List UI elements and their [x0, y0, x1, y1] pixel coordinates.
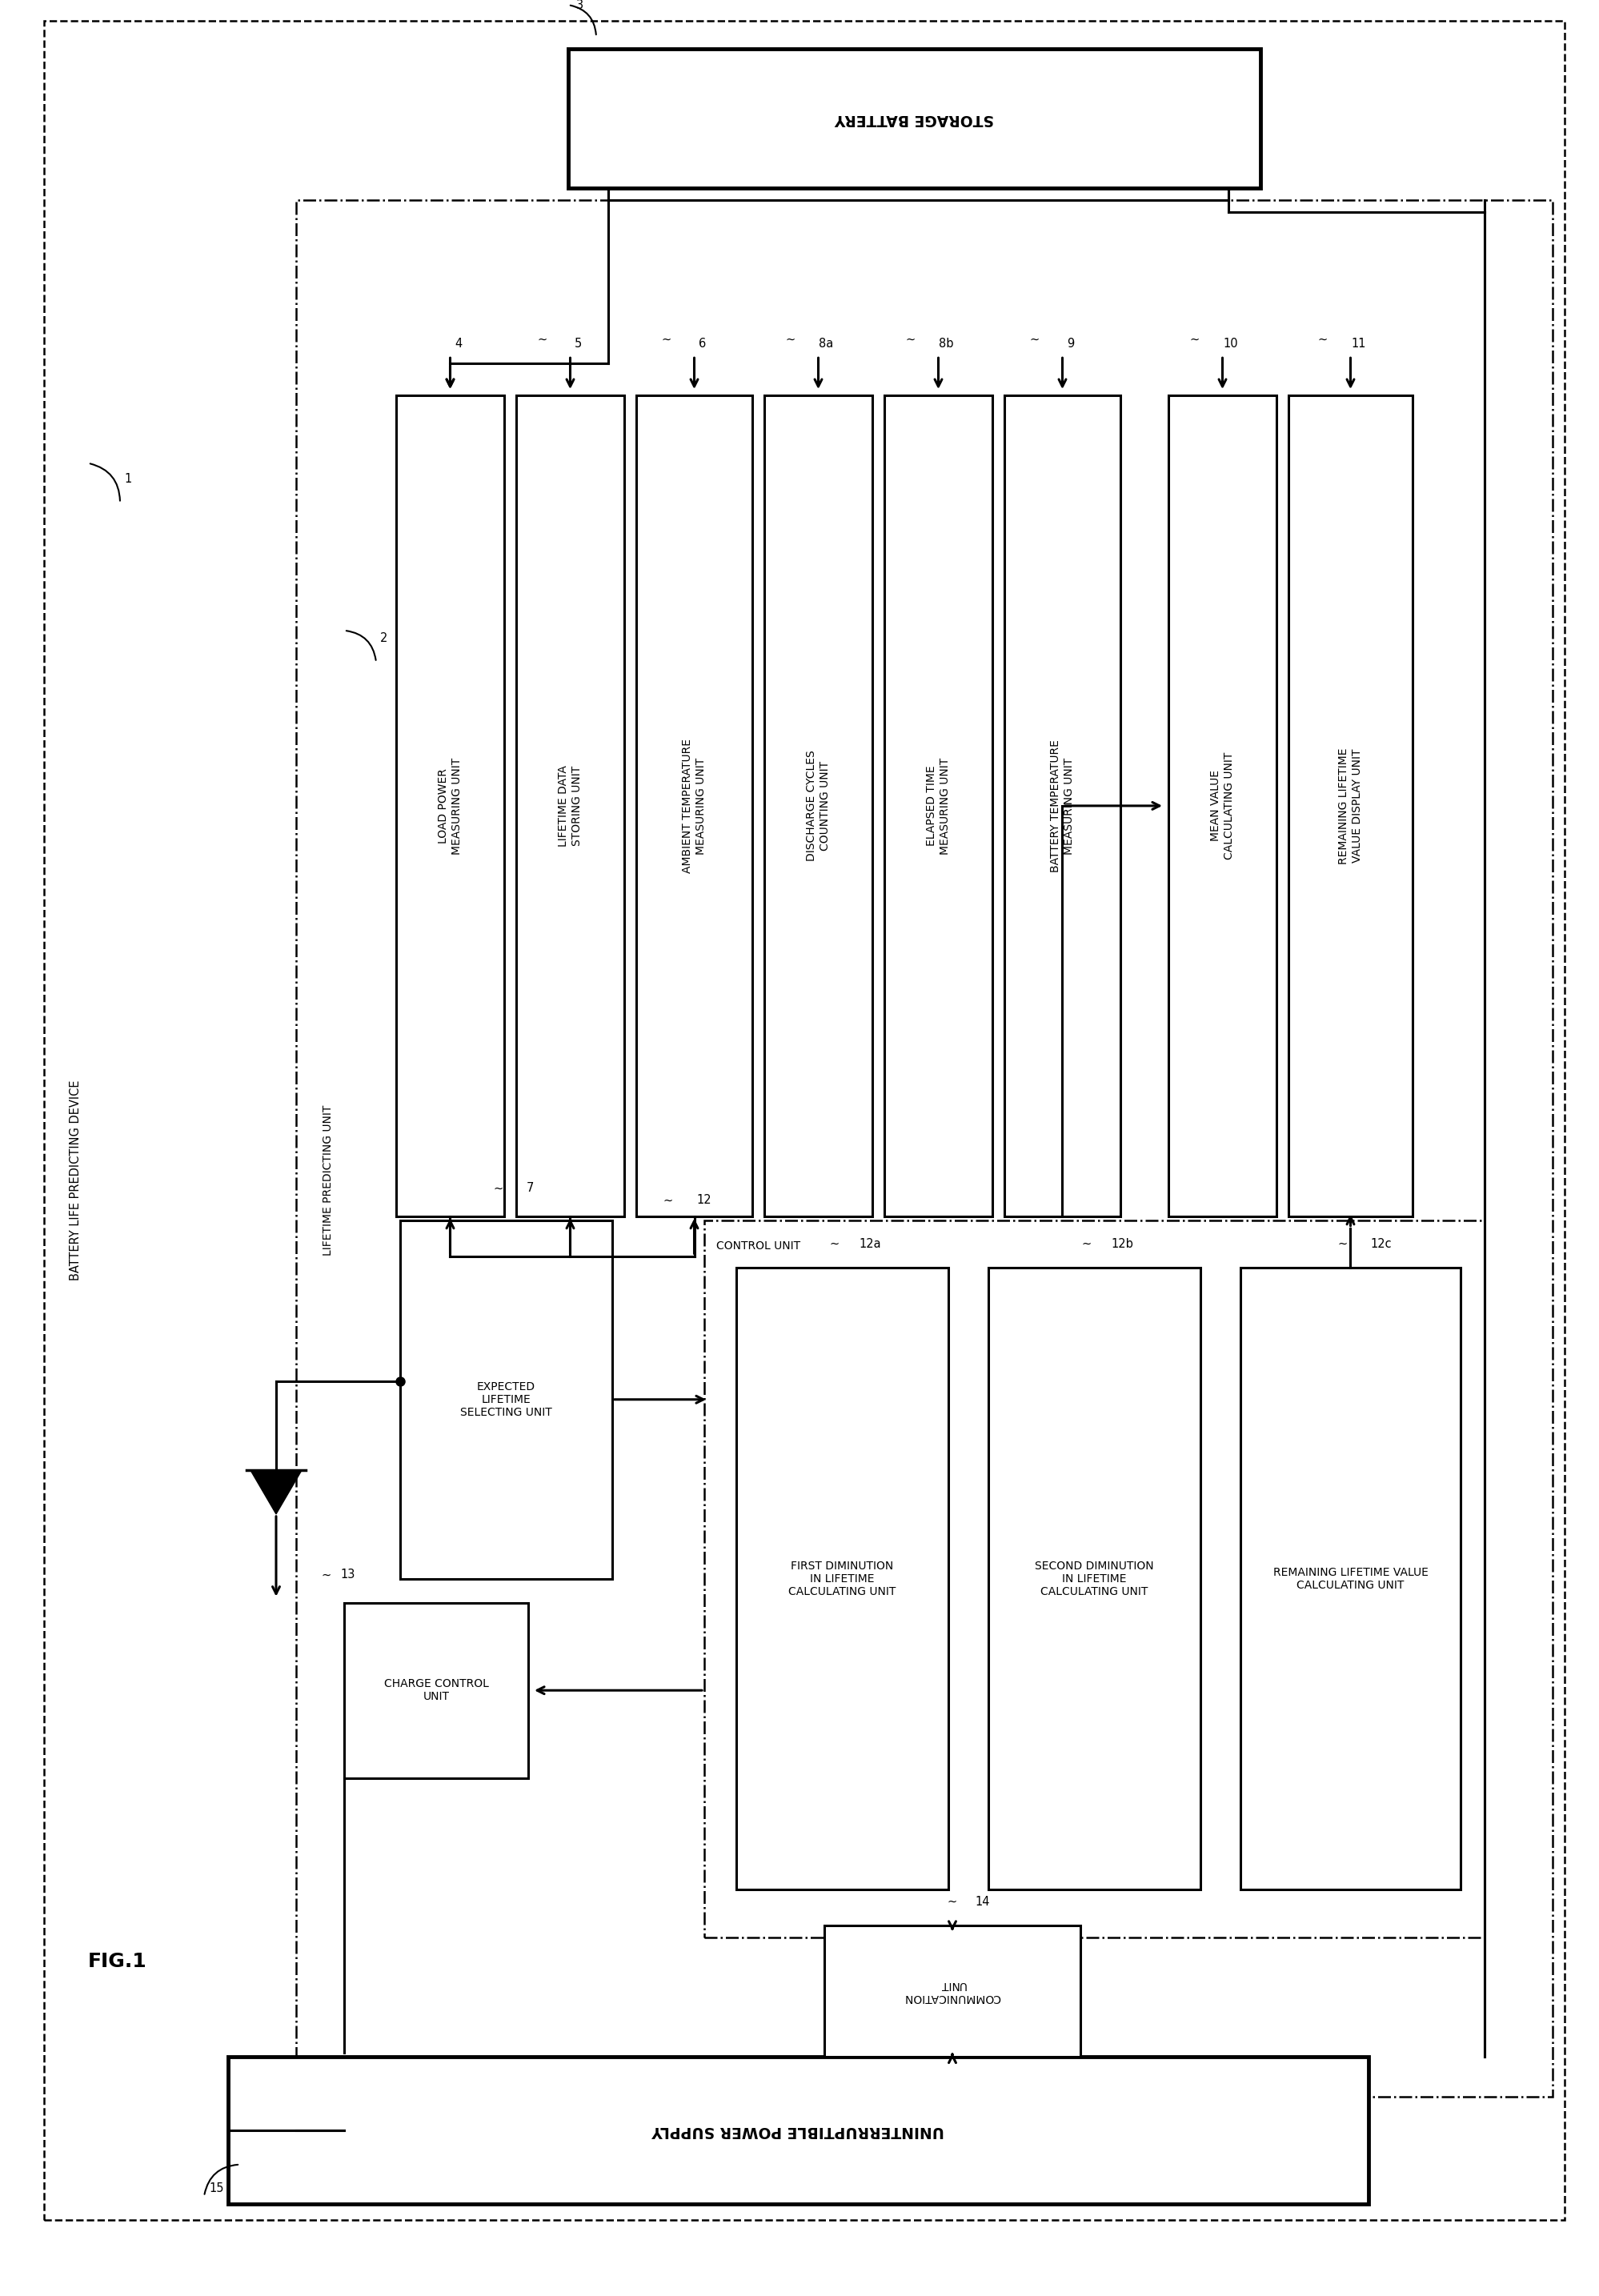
Text: 8a: 8a	[819, 338, 833, 349]
Text: COMMUNICATION
UNIT: COMMUNICATION UNIT	[903, 1979, 1001, 2004]
Bar	[636, 395, 752, 1217]
Text: ~: ~	[664, 1194, 673, 1205]
Text: ~: ~	[662, 333, 672, 347]
Text: DISCHARGE CYCLES
COUNTING UNIT: DISCHARGE CYCLES COUNTING UNIT	[806, 751, 830, 861]
Bar	[988, 1267, 1201, 1890]
Text: UNINTERRUPTIBLE POWER SUPPLY: UNINTERRUPTIBLE POWER SUPPLY	[652, 2124, 945, 2138]
Text: ~: ~	[537, 333, 547, 347]
Text: FIG.1: FIG.1	[88, 1952, 147, 1970]
Text: ~: ~	[1318, 333, 1327, 347]
Text: STORAGE BATTERY: STORAGE BATTERY	[835, 110, 995, 126]
Text: MEAN VALUE
CALCULATING UNIT: MEAN VALUE CALCULATING UNIT	[1210, 753, 1234, 859]
Text: REMAINING LIFETIME VALUE
CALCULATING UNIT: REMAINING LIFETIME VALUE CALCULATING UNI…	[1273, 1566, 1428, 1591]
Bar	[229, 2057, 1369, 2204]
Polygon shape	[251, 1469, 302, 1513]
Text: FIRST DIMINUTION
IN LIFETIME
CALCULATING UNIT: FIRST DIMINUTION IN LIFETIME CALCULATING…	[788, 1561, 895, 1598]
Bar	[825, 1926, 1081, 2057]
Text: 14: 14	[975, 1896, 990, 1908]
Bar	[764, 395, 873, 1217]
Text: ~: ~	[1081, 1238, 1091, 1249]
Text: ~: ~	[1190, 333, 1199, 347]
Text: ~: ~	[1338, 1238, 1348, 1249]
Bar	[1004, 395, 1121, 1217]
Text: 12c: 12c	[1370, 1238, 1391, 1249]
Text: ~: ~	[830, 1238, 839, 1249]
Text: LIFETIME DATA
STORING UNIT: LIFETIME DATA STORING UNIT	[558, 765, 582, 847]
Text: REMAINING LIFETIME
VALUE DISPLAY UNIT: REMAINING LIFETIME VALUE DISPLAY UNIT	[1338, 748, 1362, 863]
Text: ~: ~	[492, 1182, 504, 1194]
Bar	[884, 395, 993, 1217]
Text: 11: 11	[1351, 338, 1366, 349]
Text: LOAD POWER
MEASURING UNIT: LOAD POWER MEASURING UNIT	[438, 758, 462, 854]
Text: 12: 12	[696, 1194, 712, 1205]
Text: 3: 3	[576, 0, 584, 11]
Text: 9: 9	[1067, 338, 1075, 349]
Text: SECOND DIMINUTION
IN LIFETIME
CALCULATING UNIT: SECOND DIMINUTION IN LIFETIME CALCULATIN…	[1035, 1561, 1154, 1598]
Text: 4: 4	[454, 338, 462, 349]
Text: LIFETIME PREDICTING UNIT: LIFETIME PREDICTING UNIT	[323, 1104, 334, 1256]
Bar	[568, 48, 1260, 188]
Text: 12a: 12a	[859, 1238, 881, 1249]
Text: ~: ~	[948, 1896, 958, 1908]
Text: 15: 15	[209, 2183, 224, 2195]
Text: 10: 10	[1223, 338, 1238, 349]
Bar	[704, 1219, 1484, 1938]
Text: ELAPSED TIME
MEASURING UNIT: ELAPSED TIME MEASURING UNIT	[926, 758, 950, 854]
Text: 1: 1	[125, 473, 131, 484]
Text: ~: ~	[905, 333, 915, 347]
Bar	[1241, 1267, 1460, 1890]
Bar	[1289, 395, 1412, 1217]
Text: CHARGE CONTROL
UNIT: CHARGE CONTROL UNIT	[384, 1678, 489, 1701]
Bar	[736, 1267, 948, 1890]
Bar	[400, 1219, 612, 1580]
Text: BATTERY LIFE PREDICTING DEVICE: BATTERY LIFE PREDICTING DEVICE	[70, 1079, 82, 1281]
Text: 2: 2	[381, 631, 387, 645]
Bar	[296, 200, 1553, 2096]
Bar	[397, 395, 504, 1217]
Text: 5: 5	[574, 338, 582, 349]
Text: 6: 6	[699, 338, 707, 349]
Text: 12b: 12b	[1111, 1238, 1134, 1249]
Text: 7: 7	[526, 1182, 534, 1194]
Bar	[344, 1603, 528, 1777]
Text: BATTERY TEMPERATURE
MEASURING UNIT: BATTERY TEMPERATURE MEASURING UNIT	[1051, 739, 1075, 872]
Text: ~: ~	[321, 1568, 331, 1582]
Bar	[1169, 395, 1276, 1217]
Text: CONTROL UNIT: CONTROL UNIT	[716, 1240, 801, 1251]
Text: AMBIENT TEMPERATURE
MEASURING UNIT: AMBIENT TEMPERATURE MEASURING UNIT	[683, 739, 707, 872]
Text: 13: 13	[341, 1568, 355, 1582]
Text: ~: ~	[785, 333, 795, 347]
Text: ~: ~	[1030, 333, 1039, 347]
Text: EXPECTED
LIFETIME
SELECTING UNIT: EXPECTED LIFETIME SELECTING UNIT	[461, 1380, 552, 1419]
Text: 8b: 8b	[939, 338, 953, 349]
Bar	[516, 395, 624, 1217]
